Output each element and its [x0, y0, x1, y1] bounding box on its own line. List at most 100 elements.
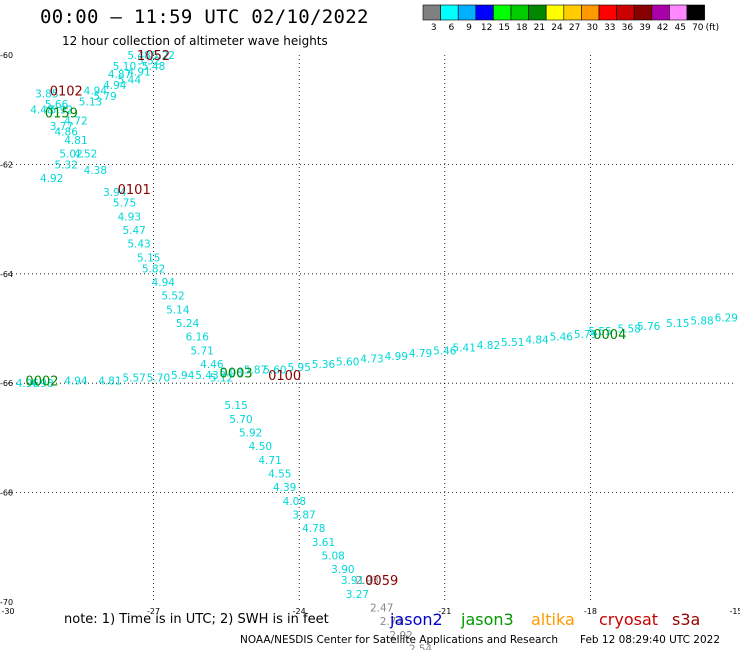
- wave-height-label: 2.93: [355, 575, 378, 587]
- colorbar-label: 30: [586, 23, 598, 33]
- colorbar-label: 21: [534, 23, 545, 33]
- y-tick-label: -62: [0, 160, 13, 169]
- wave-height-label: 4.39: [273, 482, 296, 494]
- colorbar-label: 27: [569, 23, 580, 33]
- wave-height-label: 5.46: [433, 345, 457, 357]
- credit-text: NOAA/NESDIS Center for Satellite Applica…: [240, 634, 558, 646]
- wave-height-label: 4.46: [200, 359, 224, 371]
- y-tick-label: -68: [0, 489, 13, 498]
- wave-height-label: 4.72: [64, 116, 87, 128]
- wave-height-label: 5.92: [50, 105, 73, 117]
- wave-height-label: 5.13: [79, 96, 102, 108]
- x-tick-label: -15: [729, 607, 740, 616]
- wave-height-label: 5.36: [312, 359, 336, 371]
- wave-height-label: 3.90: [331, 564, 354, 576]
- wave-height-label: 4.94: [152, 277, 176, 289]
- wave-height-label: 5.79: [574, 329, 597, 341]
- footer-note: note: 1) Time is in UTC; 2) SWH is in fe…: [64, 612, 329, 627]
- colorbar-swatch: [651, 4, 670, 21]
- wave-height-label: 5.76: [637, 321, 661, 333]
- y-tick-label: -70: [0, 598, 13, 607]
- wave-height-label: 4.71: [258, 455, 281, 467]
- wave-height-label: 5.48: [127, 50, 150, 62]
- x-tick-label: -18: [584, 607, 597, 616]
- pass-time-label: 0002: [25, 374, 58, 389]
- colorbar-label: 12: [481, 23, 492, 33]
- wave-height-label: 5.44: [118, 75, 142, 87]
- wave-height-label: 4.94: [64, 375, 88, 387]
- colorbar-swatch: [528, 4, 547, 21]
- colorbar-swatch: [581, 4, 600, 21]
- colorbar-swatch: [633, 4, 653, 21]
- wave-height-label: 5.57: [122, 373, 145, 385]
- mission-jason3: jason3: [461, 610, 514, 629]
- colorbar-swatch: [686, 4, 705, 21]
- pass-time-label: 0159: [45, 106, 78, 121]
- wave-height-label: 5.46: [550, 332, 574, 344]
- wave-height-label: 5.87: [244, 365, 267, 377]
- wave-height-label: 4.94: [84, 86, 108, 98]
- y-tick-label: -66: [0, 379, 13, 388]
- wave-height-label: 5.47: [122, 225, 145, 237]
- colorbar-swatch: [545, 4, 565, 21]
- colorbar-swatch: [475, 4, 494, 21]
- wave-height-label: 4.52: [74, 148, 97, 160]
- wave-height-label: 5.55: [588, 326, 611, 338]
- colorbar-label: 39: [639, 23, 651, 33]
- wave-height-label: 5.15: [224, 400, 247, 412]
- mission-jason2: jason2: [390, 610, 443, 629]
- wave-height-label: 3.87: [292, 509, 315, 521]
- wave-height-label: 5.51: [501, 337, 524, 349]
- colorbar-label: 18: [516, 23, 528, 33]
- wave-height-label: 4.93: [118, 211, 141, 223]
- wave-height-label: 2.47: [370, 602, 393, 614]
- wave-height-label: 5.43: [195, 370, 218, 382]
- pass-time-label: 0004: [593, 328, 626, 343]
- wave-height-label: 4.38: [84, 165, 107, 177]
- y-tick-label: -64: [0, 270, 13, 279]
- wave-height-label: 5.15: [666, 318, 689, 330]
- colorbar-swatch: [440, 4, 459, 21]
- wave-height-label: 6.16: [186, 332, 210, 344]
- wave-height-label: 4.08: [283, 496, 306, 508]
- wave-height-label: 5.10: [113, 61, 136, 73]
- wave-height-label: 4.94: [103, 80, 127, 92]
- wave-height-label: 4.78: [302, 523, 325, 535]
- wave-height-label: 6.29: [715, 313, 738, 325]
- wave-height-label: 3.27: [346, 589, 369, 601]
- wave-height-label: 5.94: [171, 370, 195, 382]
- mission-s3a: s3a: [672, 610, 701, 629]
- colorbar-label: 33: [604, 23, 615, 33]
- wave-height-label: 5.14: [166, 304, 190, 316]
- pass-time-label: 0059: [365, 574, 398, 589]
- colorbar-label: 3: [431, 23, 437, 33]
- wave-height-label: 5.60: [263, 365, 286, 377]
- colorbar-swatch: [422, 4, 441, 21]
- wave-height-label: 4.98: [30, 378, 53, 390]
- wave-height-label: 5.92: [239, 427, 262, 439]
- wave-height-label: 5.52: [161, 291, 184, 303]
- wave-height-label: 2.92: [389, 630, 412, 642]
- wave-height-label: 5.43: [127, 239, 150, 251]
- wave-height-label: 2.54: [409, 643, 433, 650]
- wave-height-label: 3.85: [35, 88, 58, 100]
- wave-height-label: 5.60: [336, 356, 359, 368]
- pass-time-label: 0102: [50, 85, 83, 100]
- wave-height-label: 3.94: [103, 187, 127, 199]
- generated-timestamp: Feb 12 08:29:40 UTC 2022: [580, 634, 720, 646]
- colorbar-swatch: [493, 4, 512, 21]
- colorbar-swatch: [616, 4, 635, 21]
- colorbar-label: 15: [498, 23, 509, 33]
- wave-height-label: 5.71: [190, 345, 213, 357]
- colorbar-swatch: [669, 4, 688, 21]
- wave-height-label: 5.98: [220, 367, 243, 379]
- mission-altika: altika: [531, 610, 575, 629]
- wave-height-label: 4.73: [360, 354, 383, 366]
- pass-time-label: 1052: [137, 49, 170, 64]
- wave-height-label: 4.55: [268, 468, 291, 480]
- wave-height-label: 4.87: [108, 69, 131, 81]
- wave-height-label: 3.61: [312, 537, 335, 549]
- wave-height-label: 5.24: [176, 318, 200, 330]
- wave-height-label: 5.22: [152, 50, 175, 62]
- x-tick-label: -24: [293, 607, 306, 616]
